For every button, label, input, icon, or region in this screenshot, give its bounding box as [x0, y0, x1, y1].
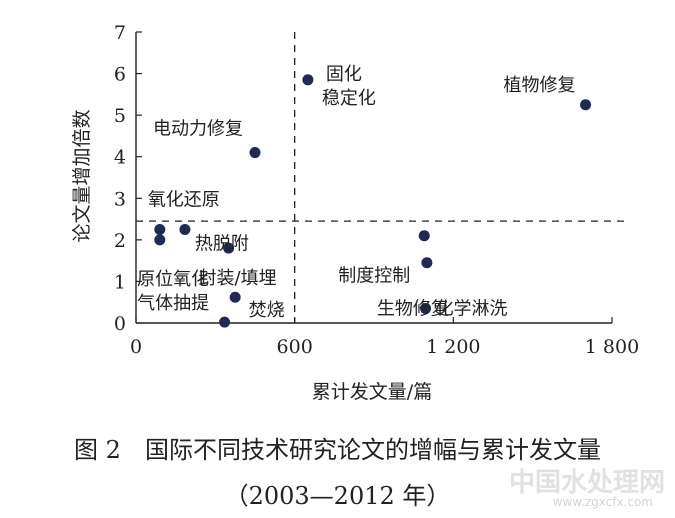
watermark-url: www.zgxcfx.com — [552, 495, 653, 509]
figure-caption-years: （2003—2012 年） — [224, 482, 451, 510]
data-point — [179, 223, 191, 235]
data-point — [223, 242, 235, 254]
x-tick-label: 1 800 — [585, 336, 639, 358]
reference-lines — [136, 32, 624, 323]
point-label: 焚烧 — [249, 300, 285, 321]
point-label: 氧化还原 — [148, 189, 220, 210]
data-point — [154, 223, 166, 235]
point-label: 电动力修复 — [153, 119, 243, 140]
figure-caption: 图 2 国际不同技术研究论文的增幅与累计发文量 — [74, 436, 601, 464]
point-label: 封装/填埋 — [199, 268, 277, 289]
x-tick-label: 0 — [130, 336, 142, 358]
data-point — [420, 302, 432, 314]
y-tick-label: 4 — [114, 147, 126, 169]
point-label: 原位氧化 — [137, 269, 209, 290]
y-axis-title: 论文量增加倍数 — [71, 109, 93, 242]
y-tick-label: 0 — [114, 313, 126, 335]
y-tick-label: 3 — [114, 188, 126, 210]
watermark-logo: 中国水处理网 — [508, 468, 665, 498]
data-point — [580, 99, 592, 111]
x-tick-label: 1 200 — [426, 336, 480, 358]
point-label: 热脱附 — [195, 233, 249, 254]
data-points — [154, 74, 592, 328]
data-point — [302, 74, 314, 86]
x-tick-label: 600 — [277, 336, 313, 358]
point-label: 植物修复 — [504, 75, 576, 96]
chart-ticks: 0 600 1 200 1 800 0 1 2 3 4 5 6 7 — [114, 22, 639, 358]
point-label: 生物修复 — [377, 299, 449, 320]
y-tick-label: 2 — [114, 230, 126, 252]
y-tick-label: 5 — [114, 105, 126, 127]
x-axis-title: 累计发文量/篇 — [312, 381, 432, 403]
data-point — [229, 291, 241, 303]
y-tick-label: 6 — [114, 64, 126, 86]
point-label: 化学淋洗 — [436, 298, 508, 319]
data-point — [418, 230, 430, 242]
data-point — [249, 147, 261, 159]
y-tick-label: 1 — [114, 271, 126, 293]
data-point — [421, 257, 433, 269]
point-label: 气体抽提 — [137, 293, 209, 314]
data-point — [154, 234, 166, 246]
point-label: 固化 — [326, 64, 362, 85]
chart-axes — [135, 32, 612, 324]
point-label: 制度控制 — [338, 266, 410, 287]
data-point — [219, 316, 231, 328]
point-label: 稳定化 — [322, 88, 376, 109]
y-tick-label: 7 — [114, 22, 126, 44]
